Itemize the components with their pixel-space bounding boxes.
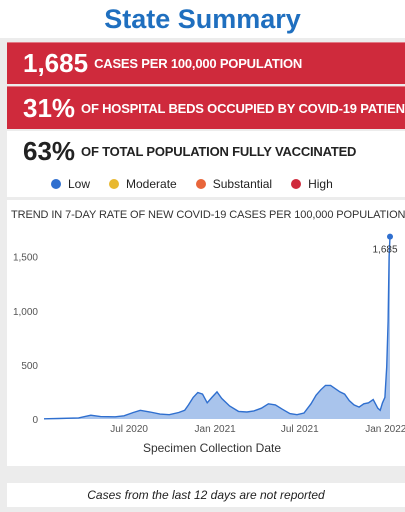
legend-item-moderate: Moderate — [109, 177, 177, 191]
x-tick-label: Jul 2020 — [110, 424, 148, 435]
y-tick-label: 500 — [21, 361, 38, 372]
legend-label-high: High — [308, 177, 333, 191]
x-tick-label: Jan 2021 — [195, 424, 237, 435]
hospital-beds-card: 31% OF HOSPITAL BEDS OCCUPIED BY COVID-1… — [7, 86, 405, 129]
area-line — [43, 236, 391, 420]
hospital-beds-label: OF HOSPITAL BEDS OCCUPIED BY COVID-19 PA… — [81, 100, 405, 116]
legend-label-moderate: Moderate — [126, 177, 177, 191]
y-tick-label: 1,500 — [13, 253, 38, 264]
high-dot-icon — [291, 179, 302, 189]
substantial-dot-icon — [195, 179, 206, 189]
trend-chart-panel: TREND IN 7-DAY RATE OF NEW COVID-19 CASE… — [7, 200, 405, 466]
y-tick-label: 0 — [32, 415, 38, 426]
latest-value-label: 1,685 — [372, 245, 397, 256]
annotation-group: 1,685 — [372, 233, 398, 256]
x-axis: Jul 2020 Jan 2021 Jul 2021 Jan 2022 — [110, 424, 405, 435]
vaccination-card: 63% OF TOTAL POPULATION FULLY VACCINATED — [7, 131, 405, 171]
cases-rate-card: 1,685 CASES PER 100,000 POPULATION — [7, 42, 405, 84]
moderate-dot-icon — [109, 179, 120, 189]
x-tick-label: Jul 2021 — [281, 424, 319, 435]
latest-value-point — [387, 233, 393, 240]
y-axis: 0 500 1,000 1,500 — [13, 253, 38, 426]
legend-item-high: High — [291, 177, 333, 191]
level-legend: Low Moderate Substantial High — [7, 171, 405, 197]
hospital-beds-value: 31% — [23, 92, 76, 123]
y-tick-label: 1,000 — [13, 307, 38, 318]
x-tick-label: Jan 2022 — [365, 424, 405, 435]
legend-item-low: Low — [51, 177, 90, 191]
vaccination-value: 63% — [23, 135, 76, 166]
low-dot-icon — [51, 179, 61, 189]
footer-note: Cases from the last 12 days are not repo… — [7, 483, 405, 507]
chart-title: TREND IN 7-DAY RATE OF NEW COVID-19 CASE… — [11, 209, 405, 221]
legend-item-substantial: Substantial — [195, 177, 273, 191]
page-title: State Summary — [0, 0, 405, 38]
x-axis-title: Specimen Collection Date — [143, 441, 281, 455]
cases-rate-label: CASES PER 100,000 POPULATION — [94, 56, 303, 71]
vaccination-label: OF TOTAL POPULATION FULLY VACCINATED — [81, 143, 357, 159]
legend-label-low: Low — [68, 177, 91, 191]
legend-label-substantial: Substantial — [212, 177, 273, 191]
cases-rate-value: 1,685 — [23, 48, 89, 78]
